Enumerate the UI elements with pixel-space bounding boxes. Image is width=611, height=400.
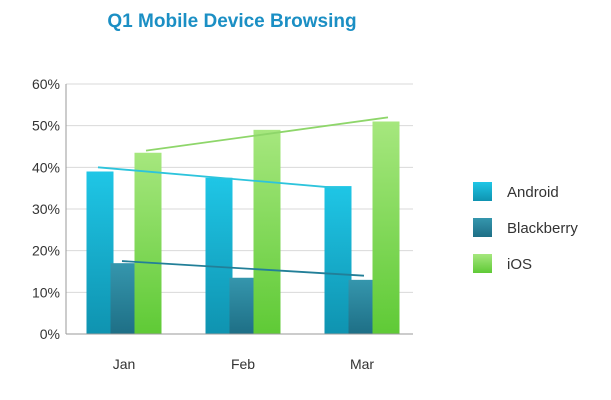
bar-android-jan [86, 171, 114, 334]
bar-ios-feb [253, 129, 281, 334]
axes: 0% 10% 20% 30% 40% 50% 60% Jan Feb Mar [32, 76, 413, 372]
y-tick-label: 60% [32, 76, 60, 92]
x-tick-label: Jan [113, 356, 136, 372]
legend-swatch-android [473, 182, 492, 201]
bar-blackberry-feb [229, 277, 257, 334]
trendlines [97, 116, 389, 277]
x-tick-label: Feb [231, 356, 255, 372]
y-tick-label: 50% [32, 118, 60, 134]
bar-android-feb [205, 177, 233, 334]
bar-blackberry-jan [110, 263, 138, 334]
bars [86, 121, 400, 334]
y-tick-label: 30% [32, 201, 60, 217]
trendline-blackberry [121, 260, 365, 277]
bar-ios-jan [134, 152, 162, 334]
bar-ios-mar [372, 121, 400, 334]
y-tick-label: 40% [32, 159, 60, 175]
legend: Android Blackberry iOS [473, 182, 578, 273]
legend-label-blackberry: Blackberry [507, 220, 578, 237]
legend-swatch-ios [473, 254, 492, 273]
bar-blackberry-mar [348, 279, 376, 334]
y-tick-label: 10% [32, 284, 60, 300]
trendline-android [97, 166, 341, 190]
x-tick-label: Mar [350, 356, 374, 372]
legend-label-ios: iOS [507, 256, 532, 273]
legend-swatch-blackberry [473, 218, 492, 237]
y-tick-label: 20% [32, 243, 60, 259]
gridlines [66, 83, 413, 293]
chart-title: Q1 Mobile Device Browsing [107, 11, 356, 32]
y-tick-label: 0% [40, 326, 60, 342]
trendline-ios [145, 116, 389, 152]
legend-label-android: Android [507, 184, 559, 201]
bar-android-mar [324, 186, 352, 334]
